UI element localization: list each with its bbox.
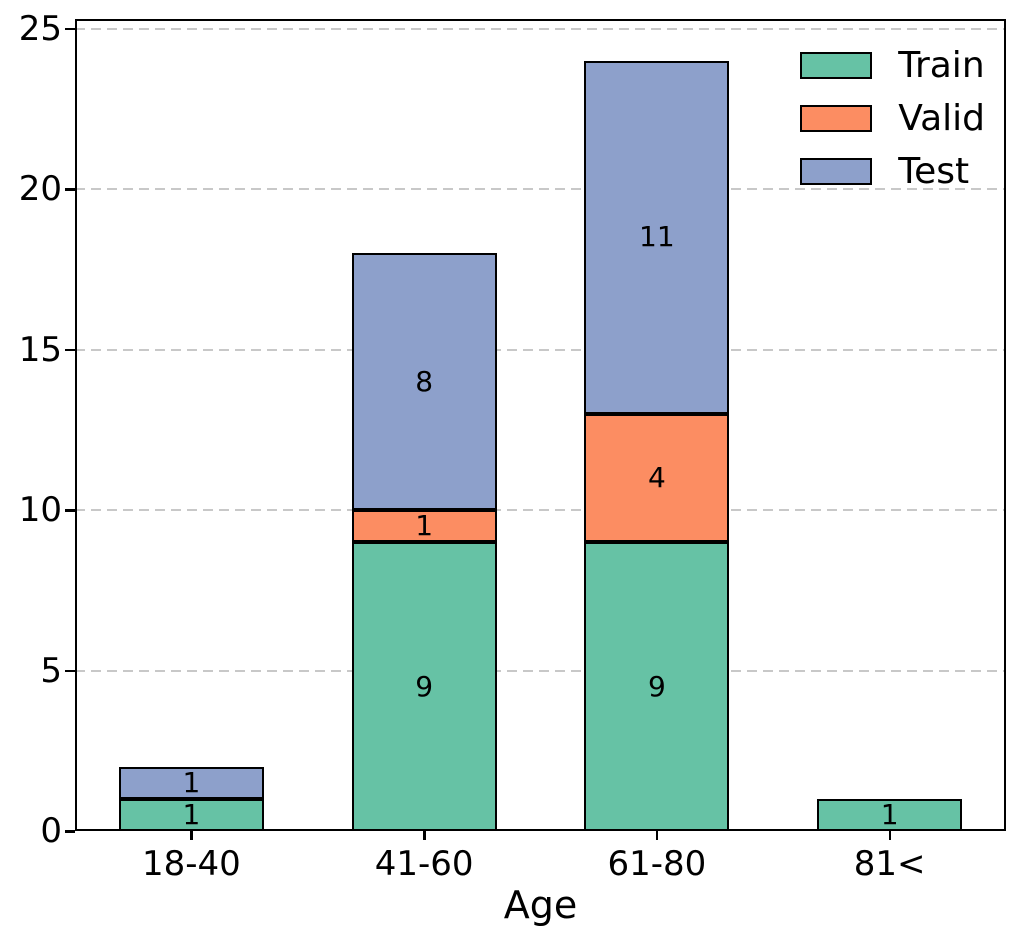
x-tick-mark-41-60 — [423, 831, 426, 840]
y-tick-mark-15 — [65, 348, 75, 352]
x-tick-label-18-40: 18-40 — [141, 844, 241, 884]
bar-segment-value: 1 — [880, 797, 899, 831]
legend-label-valid: Valid — [898, 98, 985, 139]
bar-segment-value: 1 — [182, 765, 201, 799]
legend-swatch-train — [800, 52, 873, 79]
bar-segment-value: 8 — [415, 364, 434, 398]
bar-segment-valid-41-60: 1 — [351, 509, 497, 543]
legend-swatch-test — [800, 158, 873, 185]
x-tick-label-61-80: 61-80 — [607, 844, 707, 884]
bar-segment-value: 4 — [647, 460, 666, 494]
y-tick-mark-25 — [65, 27, 75, 31]
x-tick-label-81<: 81< — [853, 844, 926, 884]
legend-entry-train: Train — [800, 45, 985, 86]
legend-entry-test: Test — [800, 151, 985, 192]
x-tick-mark-81< — [888, 831, 892, 840]
y-tick-mark-20 — [65, 188, 75, 191]
y-tick-label-10: 10 — [18, 490, 62, 531]
y-tick-label-5: 5 — [40, 650, 62, 691]
y-tick-label-25: 25 — [18, 8, 62, 49]
gridline-y-10 — [75, 509, 1006, 512]
gridline-y-15 — [75, 348, 1006, 351]
bar-segment-test-61-80: 11 — [584, 60, 730, 414]
x-axis-title: Age — [503, 883, 578, 927]
legend-label-train: Train — [898, 45, 985, 86]
y-tick-mark-0 — [65, 830, 75, 833]
y-tick-label-0: 0 — [40, 811, 62, 851]
x-tick-mark-61-80 — [655, 831, 659, 840]
bar-segment-value: 1 — [415, 509, 434, 543]
y-tick-label-15: 15 — [18, 329, 62, 370]
bar-segment-test-41-60: 8 — [351, 253, 497, 511]
bar-segment-train-61-80: 9 — [584, 542, 730, 831]
bar-segment-value: 9 — [415, 669, 434, 703]
legend: Train Valid Test — [800, 45, 985, 192]
x-tick-label-41-60: 41-60 — [374, 844, 474, 884]
bar-segment-value: 1 — [182, 797, 201, 831]
legend-entry-valid: Valid — [800, 98, 985, 139]
gridline-y-5 — [75, 669, 1006, 672]
plot-area: Train Valid Test 1 1 9 1 8 9 4 11 1 — [65, 19, 1006, 840]
bar-segment-train-18-40: 1 — [118, 797, 264, 831]
legend-swatch-valid — [800, 105, 873, 132]
bar-segment-train-81<: 1 — [817, 797, 963, 831]
y-tick-mark-10 — [65, 509, 75, 512]
gridline-y-25 — [75, 27, 1006, 30]
bar-segment-value: 11 — [639, 220, 675, 254]
bar-segment-train-41-60: 9 — [351, 542, 497, 831]
y-tick-label-20: 20 — [18, 169, 62, 210]
bar-segment-valid-61-80: 4 — [584, 413, 730, 543]
bar-segment-value: 9 — [647, 669, 666, 703]
gridline-y-20 — [75, 188, 1006, 191]
bar-segment-test-18-40: 1 — [118, 765, 264, 799]
y-tick-mark-5 — [65, 669, 75, 673]
legend-label-test: Test — [898, 151, 970, 192]
x-tick-mark-18-40 — [190, 831, 193, 840]
